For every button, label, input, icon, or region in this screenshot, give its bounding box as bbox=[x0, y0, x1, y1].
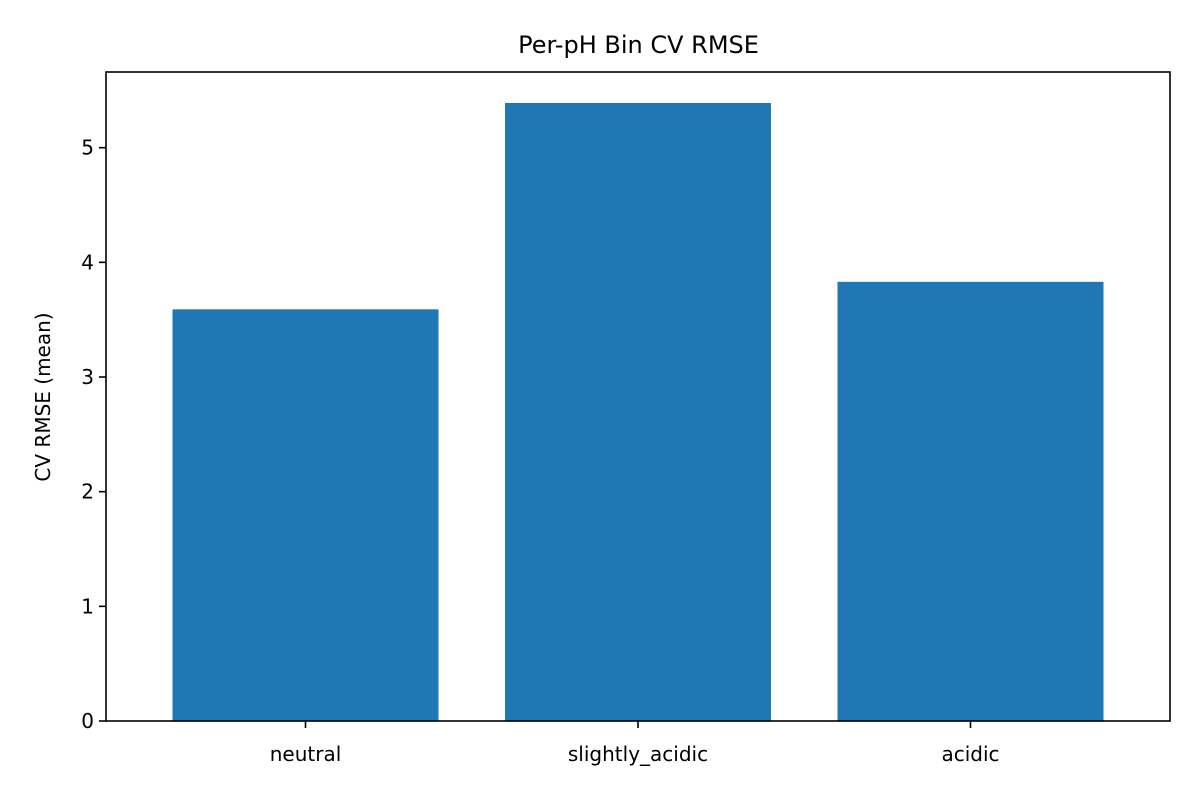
y-tick-label: 4 bbox=[81, 250, 94, 274]
bar-neutral bbox=[172, 309, 439, 721]
x-tick-label: slightly_acidic bbox=[568, 742, 708, 766]
bar-slightly-acidic bbox=[505, 102, 771, 722]
x-axis: neutral slightly_acidic acidic bbox=[270, 721, 1000, 766]
x-tick-label: neutral bbox=[270, 742, 342, 766]
y-tick-label: 1 bbox=[81, 594, 94, 618]
y-tick-label: 2 bbox=[81, 480, 94, 504]
y-tick-label: 5 bbox=[81, 136, 94, 160]
y-axis-label: CV RMSE (mean) bbox=[31, 312, 55, 481]
y-tick-label: 0 bbox=[81, 709, 94, 733]
y-axis: 0 1 2 3 4 5 bbox=[81, 136, 106, 733]
chart-title: Per-pH Bin CV RMSE bbox=[518, 31, 759, 59]
y-tick-label: 3 bbox=[81, 365, 94, 389]
bars-group bbox=[172, 102, 1104, 722]
plot-frame bbox=[105, 71, 1171, 722]
bar-acidic bbox=[837, 281, 1104, 721]
x-tick-label: acidic bbox=[941, 742, 999, 766]
